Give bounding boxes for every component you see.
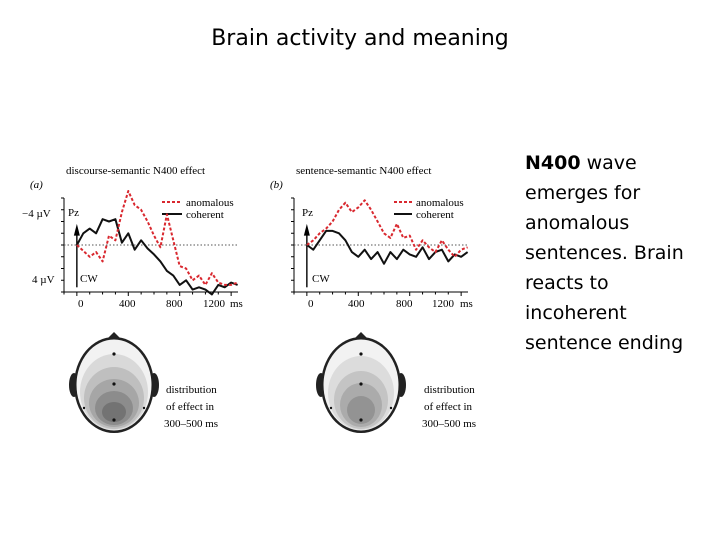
legend-anomalous-b: anomalous [416,197,464,209]
panel-a-ytick-pos: 4 µV [32,274,55,286]
panel-a-xtick-0: 0 [78,298,84,310]
panel-b-title: sentence-semantic N400 effect [296,165,431,177]
panel-a: (a) discourse-semantic N400 effect −4 µV… [22,165,243,430]
coherent-waveform-a [76,218,238,296]
panel-a-ytick-neg: −4 µV [22,208,51,220]
topo-map-b [316,332,406,433]
panel-b-topo-caption-1: distribution [424,384,475,396]
panel-a-title: discourse-semantic N400 effect [66,165,205,177]
panel-b: (b) sentence-semantic N400 effect Pz CW … [270,165,476,430]
n400-highlight: N400 [525,152,581,174]
panel-a-xtick-800: 800 [166,298,183,310]
topo-map-a [69,332,159,433]
slide-title: Brain activity and meaning [211,26,509,51]
panel-a-topo-caption-2: of effect in [166,401,215,413]
cw-arrowhead-b [303,223,310,236]
panel-a-xtick-400: 400 [119,298,136,310]
coherent-waveform-b [306,229,469,265]
panel-b-xtick-800: 800 [396,298,413,310]
panel-b-xtick-0: 0 [308,298,314,310]
legend-anomalous-a: anomalous [186,197,234,209]
panel-a-topo-caption-3: 300–500 ms [164,418,218,430]
panel-a-cw-label: CW [80,273,98,285]
panel-b-topo-caption-3: 300–500 ms [422,418,476,430]
panel-a-electrode: Pz [68,207,79,219]
panel-b-letter: (b) [270,179,283,191]
panel-b-xunit: ms [460,298,473,310]
panel-a-xtick-1200: 1200 [203,298,226,310]
panel-b-xtick-400: 400 [348,298,365,310]
panel-a-xunit: ms [230,298,243,310]
cw-arrowhead-a [73,223,80,236]
description-text: wave emerges for anomalous sentences. Br… [525,152,684,354]
anomalous-waveform-a [76,190,238,286]
legend-coherent-a: coherent [186,209,224,221]
panel-b-xtick-1200: 1200 [432,298,455,310]
panel-a-letter: (a) [30,179,43,191]
panel-b-electrode: Pz [302,207,313,219]
panel-b-cw-label: CW [312,273,330,285]
legend-coherent-b: coherent [416,209,454,221]
panel-a-topo-caption-1: distribution [166,384,217,396]
anomalous-waveform-b [306,199,468,258]
panel-b-topo-caption-2: of effect in [424,401,473,413]
slide-description: N400 wave emerges for anomalous sentence… [525,148,705,358]
